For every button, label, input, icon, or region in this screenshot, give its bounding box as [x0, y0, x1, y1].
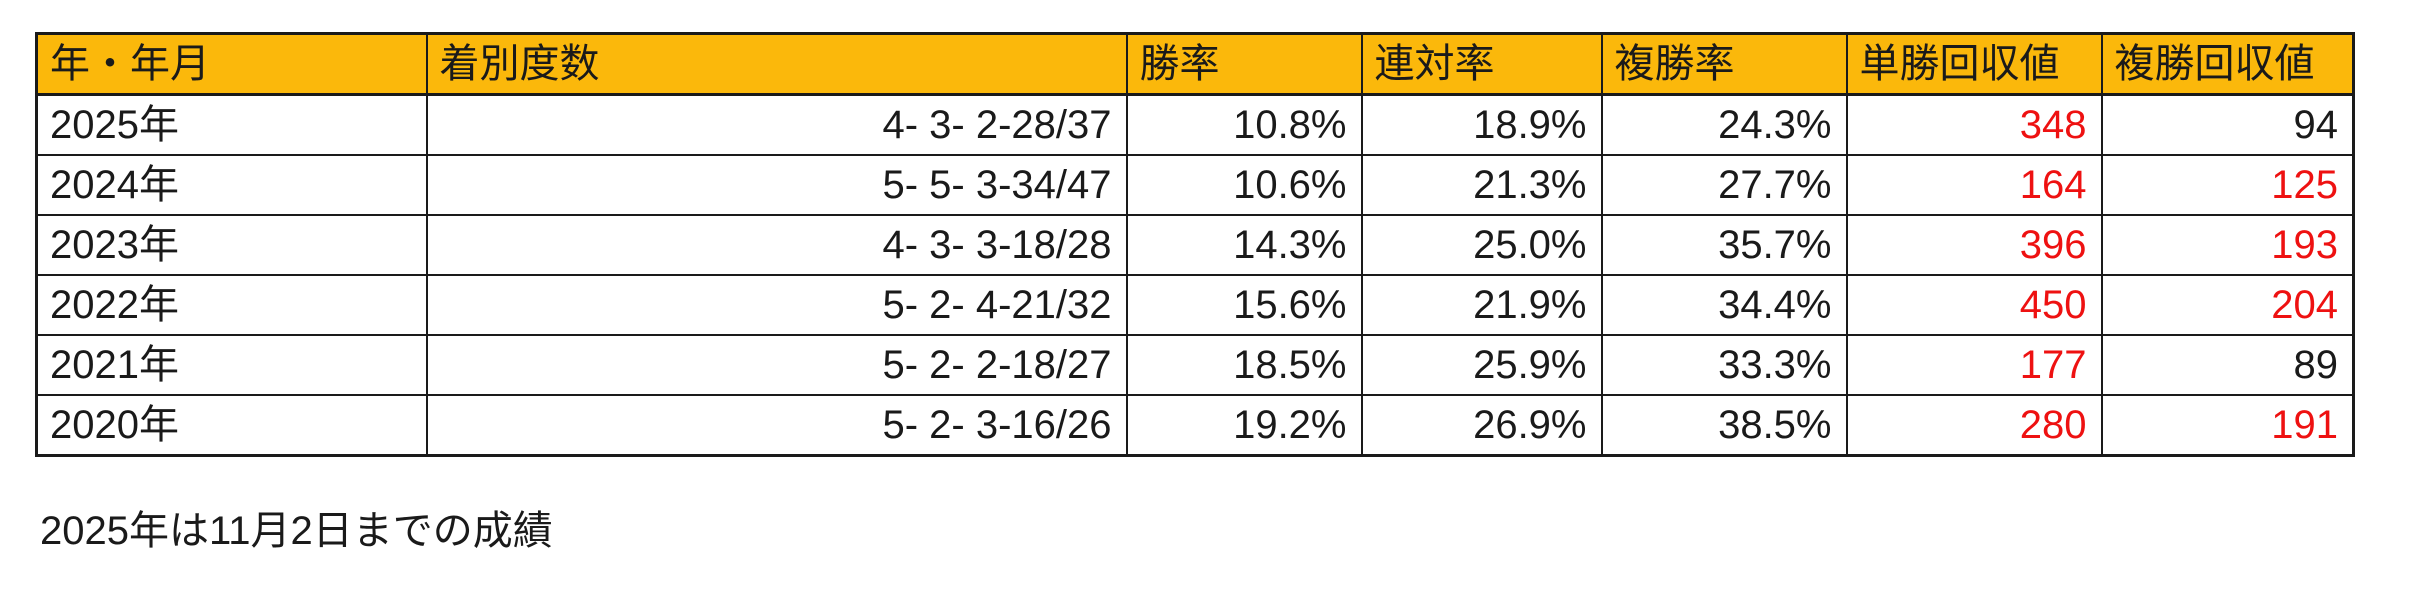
- quinella-rate-cell: 18.9%: [1360, 93, 1603, 156]
- win-rate-cell: 10.6%: [1125, 154, 1363, 216]
- win-rate-cell: 19.2%: [1125, 394, 1363, 457]
- show-rate-cell: 24.3%: [1600, 93, 1848, 156]
- win-rate-cell: 18.5%: [1125, 334, 1363, 396]
- record-cell: 5- 5- 3-34/47: [425, 154, 1128, 216]
- year-cell: 2022年: [35, 274, 428, 336]
- quinella-rate-cell: 26.9%: [1360, 394, 1603, 457]
- column-header-win-rate: 勝率: [1125, 32, 1363, 96]
- win-return-cell: 280: [1845, 394, 2103, 457]
- year-cell: 2020年: [35, 394, 428, 457]
- year-cell: 2021年: [35, 334, 428, 396]
- yearly-stats-table: 年・年月 着別度数 勝率 連対率 複勝率 単勝回収値 複勝回収値 2025年 4…: [35, 32, 2355, 457]
- record-cell: 5- 2- 3-16/26: [425, 394, 1128, 457]
- show-return-cell: 94: [2100, 93, 2355, 156]
- header-row: 年・年月 着別度数 勝率 連対率 複勝率 単勝回収値 複勝回収値: [35, 32, 2355, 96]
- column-header-show-rate: 複勝率: [1600, 32, 1848, 96]
- record-cell: 4- 3- 2-28/37: [425, 93, 1128, 156]
- table-row: 2025年 4- 3- 2-28/37 10.8% 18.9% 24.3% 34…: [35, 93, 2355, 156]
- column-header-quinella-rate: 連対率: [1360, 32, 1603, 96]
- record-cell: 4- 3- 3-18/28: [425, 214, 1128, 276]
- win-rate-cell: 15.6%: [1125, 274, 1363, 336]
- win-rate-cell: 10.8%: [1125, 93, 1363, 156]
- show-rate-cell: 34.4%: [1600, 274, 1848, 336]
- show-rate-cell: 27.7%: [1600, 154, 1848, 216]
- quinella-rate-cell: 25.9%: [1360, 334, 1603, 396]
- year-cell: 2023年: [35, 214, 428, 276]
- win-return-cell: 396: [1845, 214, 2103, 276]
- column-header-show-return: 複勝回収値: [2100, 32, 2355, 96]
- quinella-rate-cell: 21.9%: [1360, 274, 1603, 336]
- table-row: 2021年 5- 2- 2-18/27 18.5% 25.9% 33.3% 17…: [35, 334, 2355, 396]
- year-cell: 2025年: [35, 93, 428, 156]
- win-return-cell: 177: [1845, 334, 2103, 396]
- win-return-cell: 450: [1845, 274, 2103, 336]
- table-row: 2020年 5- 2- 3-16/26 19.2% 26.9% 38.5% 28…: [35, 394, 2355, 457]
- win-return-cell: 164: [1845, 154, 2103, 216]
- show-return-cell: 89: [2100, 334, 2355, 396]
- show-rate-cell: 33.3%: [1600, 334, 1848, 396]
- column-header-year: 年・年月: [35, 32, 428, 96]
- column-header-win-return: 単勝回収値: [1845, 32, 2103, 96]
- show-return-cell: 125: [2100, 154, 2355, 216]
- show-return-cell: 193: [2100, 214, 2355, 276]
- win-rate-cell: 14.3%: [1125, 214, 1363, 276]
- win-return-cell: 348: [1845, 93, 2103, 156]
- column-header-record: 着別度数: [425, 32, 1128, 96]
- footnote-text: 2025年は11月2日までの成績: [40, 509, 553, 553]
- table-row: 2024年 5- 5- 3-34/47 10.6% 21.3% 27.7% 16…: [35, 154, 2355, 216]
- yearly-stats-table-wrap: 年・年月 着別度数 勝率 連対率 複勝率 単勝回収値 複勝回収値 2025年 4…: [35, 32, 2355, 457]
- show-return-cell: 191: [2100, 394, 2355, 457]
- quinella-rate-cell: 21.3%: [1360, 154, 1603, 216]
- show-return-cell: 204: [2100, 274, 2355, 336]
- year-cell: 2024年: [35, 154, 428, 216]
- record-cell: 5- 2- 4-21/32: [425, 274, 1128, 336]
- show-rate-cell: 38.5%: [1600, 394, 1848, 457]
- table-row: 2022年 5- 2- 4-21/32 15.6% 21.9% 34.4% 45…: [35, 274, 2355, 336]
- quinella-rate-cell: 25.0%: [1360, 214, 1603, 276]
- record-cell: 5- 2- 2-18/27: [425, 334, 1128, 396]
- show-rate-cell: 35.7%: [1600, 214, 1848, 276]
- table-row: 2023年 4- 3- 3-18/28 14.3% 25.0% 35.7% 39…: [35, 214, 2355, 276]
